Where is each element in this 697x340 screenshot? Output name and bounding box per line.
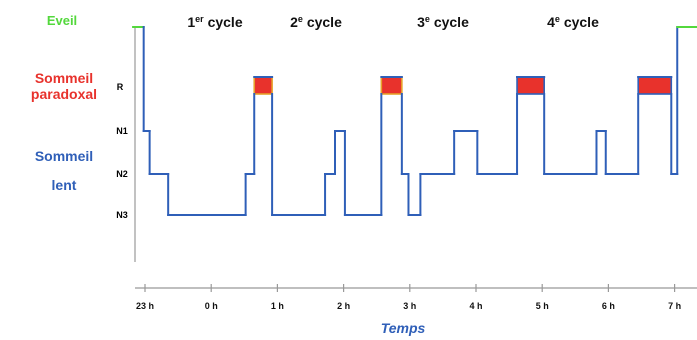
rem-period-4 xyxy=(637,76,673,95)
rem-period-1 xyxy=(253,76,273,95)
cycle-label-2: 2e cycle xyxy=(290,14,342,30)
rem-period-2 xyxy=(380,76,403,95)
rem-periods xyxy=(253,76,673,95)
stage-label-n2: N2 xyxy=(116,169,128,179)
stage-label-n3: N3 xyxy=(116,210,128,220)
cycle-label-3: 3e cycle xyxy=(417,14,469,30)
x-tick-label-1: 0 h xyxy=(205,301,218,311)
x-tick-label-6: 5 h xyxy=(536,301,549,311)
x-tick-label-2: 1 h xyxy=(271,301,284,311)
x-ticks: 23 h 0 h 1 h 2 h 3 h 4 h 5 h 6 h 7 h xyxy=(136,284,681,311)
cycle-label-1: 1er cycle xyxy=(187,14,242,30)
label-sommeil-lent-line2: lent xyxy=(52,177,77,193)
label-sommeil-lent-line1: Sommeil xyxy=(35,148,93,164)
label-sommeil-paradoxal-line1: Sommeil xyxy=(35,70,93,86)
x-tick-label-3: 2 h xyxy=(337,301,350,311)
x-tick-label-4: 3 h xyxy=(403,301,416,311)
x-axis-title: Temps xyxy=(381,320,426,336)
hypnogram-series xyxy=(132,26,697,216)
x-tick-label-7: 6 h xyxy=(602,301,615,311)
label-sommeil-paradoxal-line2: paradoxal xyxy=(31,86,97,102)
x-tick-label-0: 23 h xyxy=(136,301,154,311)
x-tick-label-8: 7 h xyxy=(668,301,681,311)
label-eveil: Eveil xyxy=(47,13,77,28)
stage-label-r: R xyxy=(117,82,124,92)
cycle-label-4: 4e cycle xyxy=(547,14,599,30)
stage-label-n1: N1 xyxy=(116,126,128,136)
rem-period-3 xyxy=(516,76,545,95)
x-tick-label-5: 4 h xyxy=(469,301,482,311)
